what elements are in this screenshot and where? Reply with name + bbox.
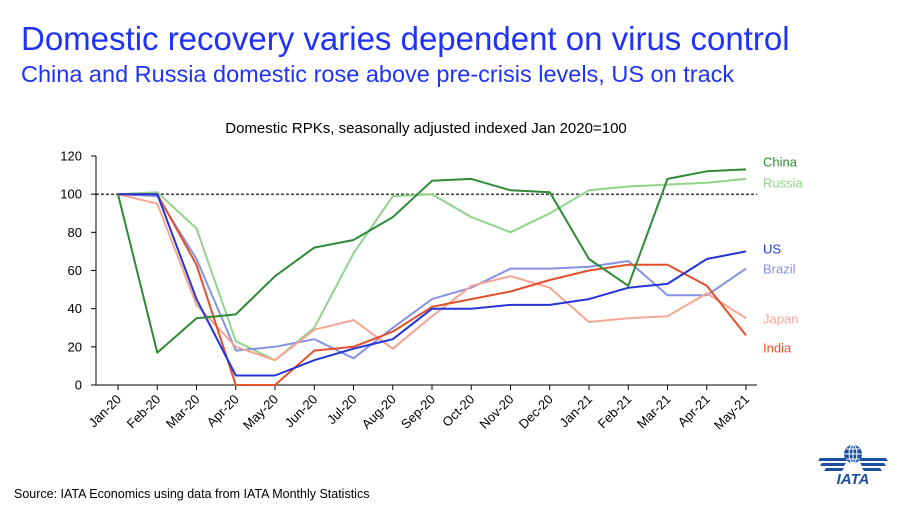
x-tick-label: Nov-20 bbox=[476, 392, 516, 432]
x-tick-label: Jul-20 bbox=[324, 392, 360, 428]
x-tick-label: May-20 bbox=[240, 392, 281, 433]
series-label-russia: Russia bbox=[763, 176, 804, 191]
source-note: Source: IATA Economics using data from I… bbox=[14, 487, 370, 501]
series-group bbox=[117, 168, 747, 386]
series-label-brazil: Brazil bbox=[763, 262, 796, 277]
series-label-japan: Japan bbox=[763, 312, 798, 327]
series-line-russia bbox=[117, 177, 747, 362]
x-tick-label: Sep-20 bbox=[398, 392, 438, 432]
series-line-india bbox=[118, 193, 747, 386]
chart-title: Domestic RPKs, seasonally adjusted index… bbox=[225, 120, 627, 137]
series-labels: China Russia US Brazil Japan India bbox=[763, 155, 804, 356]
x-tick-label: Jun-20 bbox=[282, 392, 321, 431]
series-line-brazil bbox=[117, 193, 747, 360]
series-label-us: US bbox=[763, 242, 781, 257]
y-tick-label: 80 bbox=[68, 225, 82, 240]
logo-text: IATA bbox=[837, 471, 870, 486]
page-subtitle: China and Russia domestic rose above pre… bbox=[21, 61, 735, 87]
x-tick-label: Apr-21 bbox=[675, 392, 713, 430]
y-tick-label: 20 bbox=[68, 339, 82, 354]
x-tick-label: Apr-20 bbox=[204, 392, 242, 430]
x-tick-label: Dec-20 bbox=[516, 392, 556, 432]
x-tick-label: Oct-20 bbox=[439, 392, 477, 430]
x-tick-label: Mar-20 bbox=[163, 392, 203, 432]
y-tick-label: 100 bbox=[60, 187, 82, 202]
iata-logo: IATA bbox=[818, 438, 888, 491]
y-tick-label: 0 bbox=[75, 378, 82, 393]
globe-icon: IATA bbox=[818, 444, 888, 488]
x-tick-label: Feb-20 bbox=[124, 392, 164, 432]
x-tick-label: Jan-20 bbox=[85, 392, 124, 431]
x-tick-label: Aug-20 bbox=[359, 392, 399, 432]
series-line-japan bbox=[117, 193, 747, 362]
x-tick-label: Jan-21 bbox=[556, 392, 595, 431]
y-tick-label: 40 bbox=[68, 301, 82, 316]
x-tick-label: Feb-21 bbox=[595, 392, 635, 432]
series-label-china: China bbox=[763, 155, 798, 170]
x-tick-label: May-21 bbox=[711, 392, 752, 433]
page-title: Domestic recovery varies dependent on vi… bbox=[21, 20, 790, 57]
x-tick-label: Mar-21 bbox=[634, 392, 674, 432]
series-line-china bbox=[117, 168, 747, 354]
y-tick-label: 60 bbox=[68, 263, 82, 278]
y-tick-label: 120 bbox=[60, 149, 82, 164]
series-label-india: India bbox=[763, 341, 792, 356]
series-line-us bbox=[118, 193, 747, 377]
